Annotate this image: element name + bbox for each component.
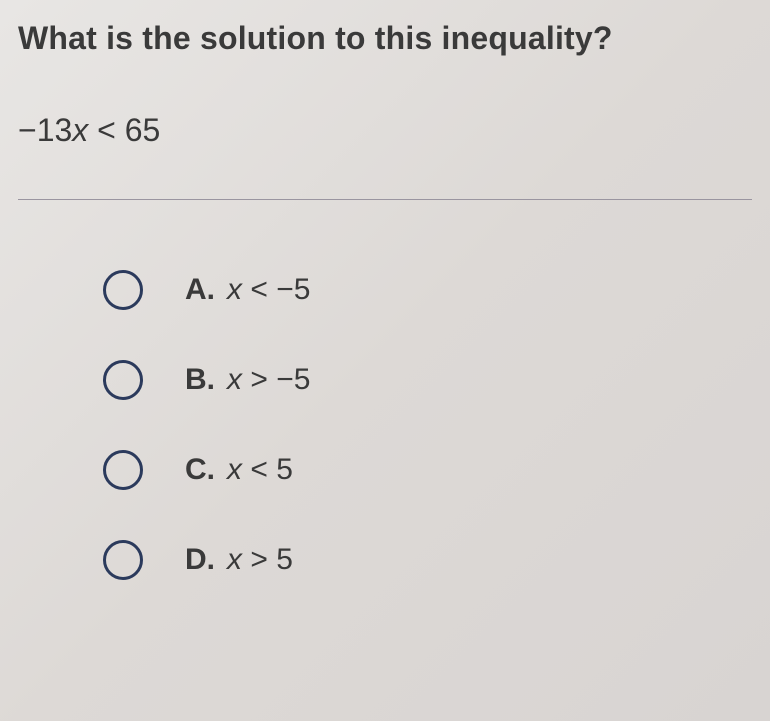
option-a[interactable]: A. x < −5 (103, 270, 752, 310)
option-text: x < −5 (227, 273, 310, 307)
radio-icon[interactable] (103, 450, 143, 490)
option-label: B. (185, 363, 215, 397)
option-b[interactable]: B. x > −5 (103, 360, 752, 400)
options-container: A. x < −5 B. x > −5 C. x < 5 D. x > 5 (18, 270, 752, 580)
option-text: x < 5 (227, 453, 293, 487)
question-title: What is the solution to this inequality? (18, 20, 752, 57)
radio-icon[interactable] (103, 360, 143, 400)
option-text: x > −5 (227, 363, 310, 397)
option-label: D. (185, 543, 215, 577)
radio-icon[interactable] (103, 540, 143, 580)
divider (18, 199, 752, 200)
option-label: A. (185, 273, 215, 307)
option-c[interactable]: C. x < 5 (103, 450, 752, 490)
option-d[interactable]: D. x > 5 (103, 540, 752, 580)
option-text: x > 5 (227, 543, 293, 577)
option-label: C. (185, 453, 215, 487)
radio-icon[interactable] (103, 270, 143, 310)
inequality-expression: −13x < 65 (18, 112, 752, 149)
